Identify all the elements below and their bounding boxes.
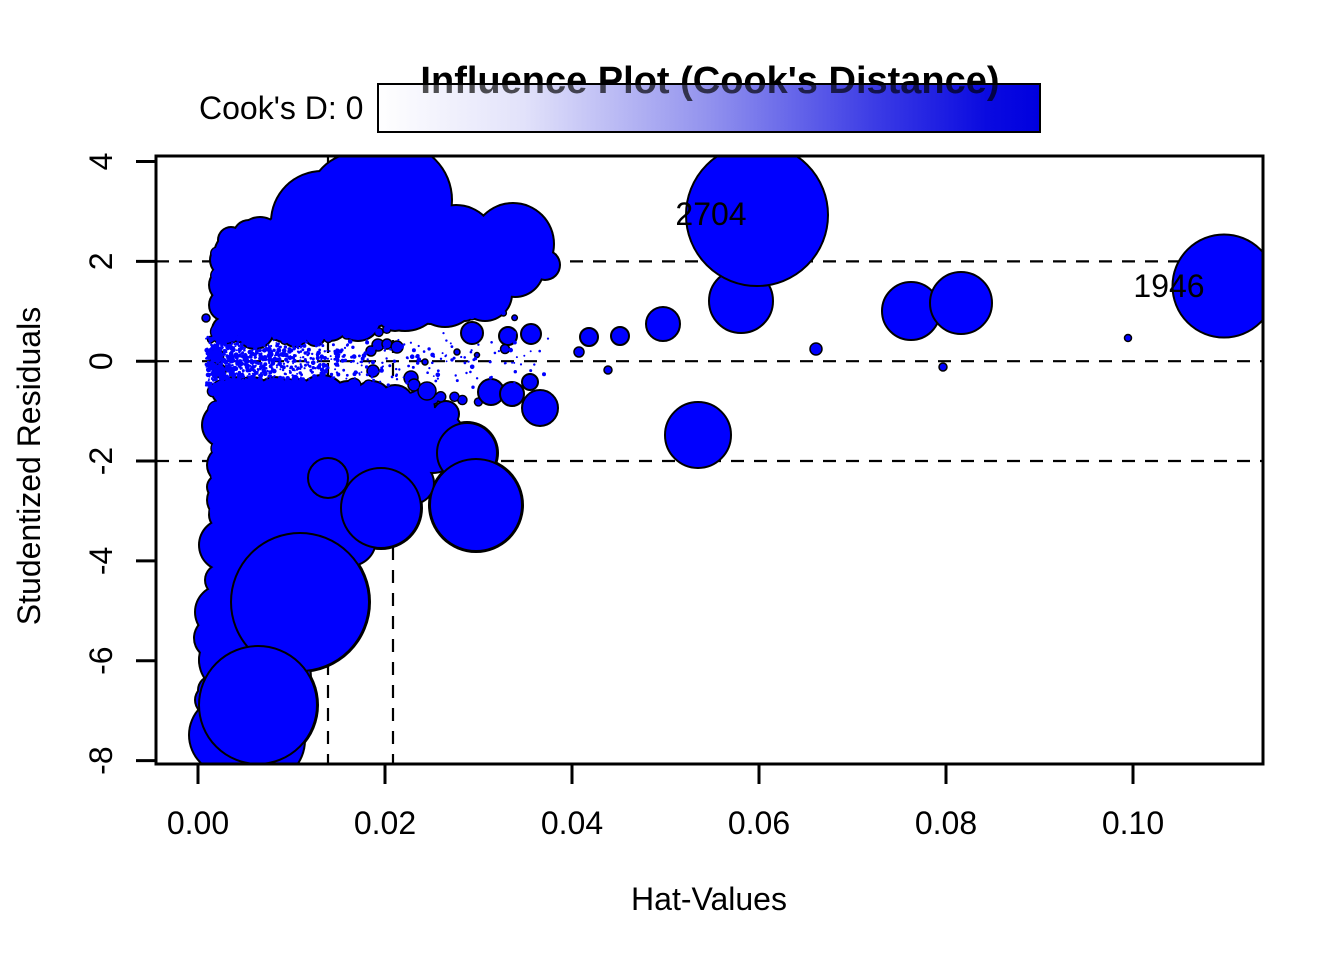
svg-text:0.00: 0.00: [167, 805, 229, 841]
svg-text:-6: -6: [83, 646, 119, 674]
svg-text:0.06: 0.06: [728, 805, 790, 841]
svg-text:2: 2: [83, 253, 119, 271]
svg-text:1946: 1946: [1133, 268, 1204, 304]
svg-text:0: 0: [83, 352, 119, 370]
svg-text:0.08: 0.08: [915, 805, 977, 841]
svg-text:0.10: 0.10: [1102, 805, 1164, 841]
svg-text:-4: -4: [83, 547, 119, 575]
svg-text:Cook's D: 0: Cook's D: 0: [199, 90, 363, 126]
svg-text:2704: 2704: [675, 196, 746, 232]
svg-text:Studentized Residuals: Studentized Residuals: [11, 307, 47, 625]
svg-text:4: 4: [83, 153, 119, 171]
svg-text:0.02: 0.02: [354, 805, 416, 841]
svg-text:-8: -8: [83, 746, 119, 774]
svg-text:0.04: 0.04: [541, 805, 603, 841]
svg-text:-2: -2: [83, 447, 119, 475]
svg-text:Hat-Values: Hat-Values: [631, 881, 787, 917]
